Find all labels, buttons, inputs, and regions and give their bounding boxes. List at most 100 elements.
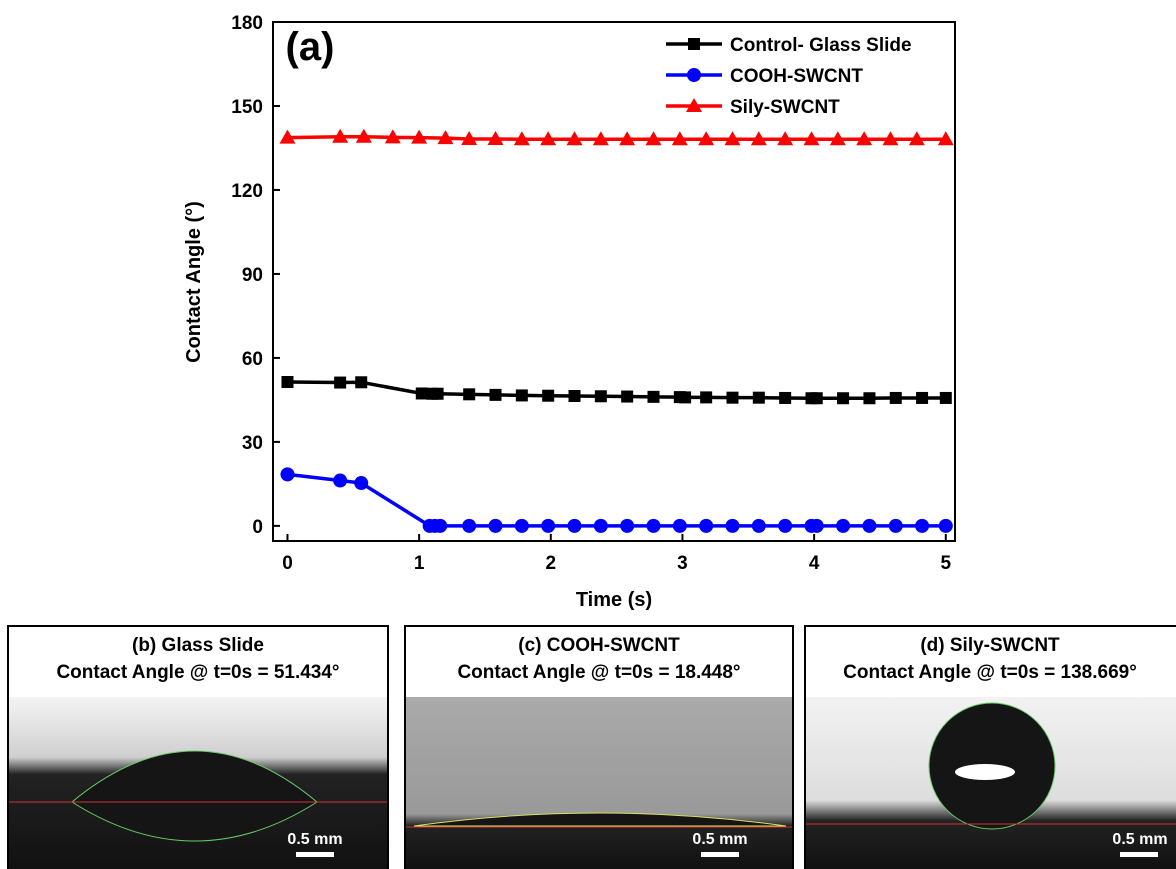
marker <box>725 518 740 533</box>
marker <box>938 518 953 533</box>
marker <box>888 518 903 533</box>
marker <box>489 388 502 401</box>
legend-label: Control- Glass Slide <box>730 35 912 56</box>
marker <box>488 518 503 533</box>
marker <box>836 518 851 533</box>
y-axis-label: Contact Angle (°) <box>183 201 205 363</box>
panel-title: (d) Sily-SWCNT <box>920 635 1060 656</box>
marker <box>778 518 793 533</box>
x-tick-label: 1 <box>414 553 425 574</box>
marker <box>568 389 581 402</box>
panel-c: (c) COOH-SWCNT Contact Angle @ t=0s = 18… <box>404 625 794 869</box>
marker <box>809 518 824 533</box>
marker <box>810 392 823 405</box>
marker <box>593 518 608 533</box>
x-tick-label: 5 <box>940 553 951 574</box>
scale-label: 0.5 mm <box>287 831 342 848</box>
legend-marker <box>687 68 701 82</box>
marker <box>672 518 687 533</box>
x-tick-label: 0 <box>282 553 293 574</box>
x-tick-label: 4 <box>809 553 820 574</box>
marker <box>671 131 688 146</box>
plot-frame <box>272 21 956 542</box>
marker <box>908 131 925 146</box>
marker <box>437 130 454 145</box>
legend-marker <box>688 38 700 50</box>
marker <box>937 131 954 146</box>
marker <box>724 131 741 146</box>
legend-marker <box>686 98 702 112</box>
marker <box>333 473 348 488</box>
scale-label: 0.5 mm <box>1112 831 1167 848</box>
panel-d: (d) Sily-SWCNT Contact Angle @ t=0s = 13… <box>804 625 1176 869</box>
marker <box>594 390 607 403</box>
marker <box>620 518 635 533</box>
marker <box>777 131 794 146</box>
marker <box>700 391 713 404</box>
marker <box>515 389 528 402</box>
marker <box>699 518 714 533</box>
marker <box>619 131 636 146</box>
marker <box>567 518 582 533</box>
panel-subtitle: Contact Angle @ t=0s = 18.448° <box>457 662 740 683</box>
marker <box>354 476 369 491</box>
marker <box>752 391 765 404</box>
marker <box>415 387 428 400</box>
y-tick-label: 150 <box>231 97 263 118</box>
marker <box>647 390 660 403</box>
marker <box>384 129 401 144</box>
marker <box>751 518 766 533</box>
marker <box>540 131 557 146</box>
marker <box>355 376 368 389</box>
y-tick-label: 120 <box>231 181 263 202</box>
marker <box>487 131 504 146</box>
panel-subtitle: Contact Angle @ t=0s = 51.434° <box>56 662 339 683</box>
marker <box>882 131 899 146</box>
marker <box>726 391 739 404</box>
marker <box>566 131 583 146</box>
panel-title: (b) Glass Slide <box>132 635 264 656</box>
marker <box>281 375 294 388</box>
marker <box>592 131 609 146</box>
marker <box>837 392 850 405</box>
legend-label: COOH-SWCNT <box>730 66 863 87</box>
x-axis-label: Time (s) <box>576 589 652 611</box>
x-tick-label: 2 <box>546 553 557 574</box>
y-tick-label: 0 <box>252 517 263 538</box>
marker <box>803 131 820 146</box>
marker <box>334 376 347 389</box>
marker <box>463 388 476 401</box>
panel-b: (b) Glass Slide Contact Angle @ t=0s = 5… <box>7 625 389 869</box>
marker <box>433 518 448 533</box>
series-line <box>287 472 946 528</box>
marker <box>863 392 876 405</box>
x-tick-label: 3 <box>677 553 688 574</box>
marker <box>750 131 767 146</box>
marker <box>514 518 529 533</box>
panel-label: (a) <box>286 25 335 69</box>
y-tick-label: 90 <box>242 265 263 286</box>
marker <box>279 129 296 144</box>
panel-title: (c) COOH-SWCNT <box>518 635 680 656</box>
series-line <box>287 135 946 142</box>
marker <box>542 389 555 402</box>
marker <box>621 390 634 403</box>
marker <box>862 518 877 533</box>
marker <box>698 131 715 146</box>
marker <box>431 387 444 400</box>
marker <box>646 518 661 533</box>
panel-subtitle: Contact Angle @ t=0s = 138.669° <box>843 662 1137 683</box>
marker <box>779 391 792 404</box>
legend-label: Sily-SWCNT <box>730 97 840 118</box>
marker <box>939 391 952 404</box>
marker <box>513 131 530 146</box>
marker <box>915 518 930 533</box>
marker <box>645 131 662 146</box>
marker <box>829 131 846 146</box>
scale-label: 0.5 mm <box>692 831 747 848</box>
marker <box>916 391 929 404</box>
marker <box>889 391 902 404</box>
marker <box>462 518 477 533</box>
